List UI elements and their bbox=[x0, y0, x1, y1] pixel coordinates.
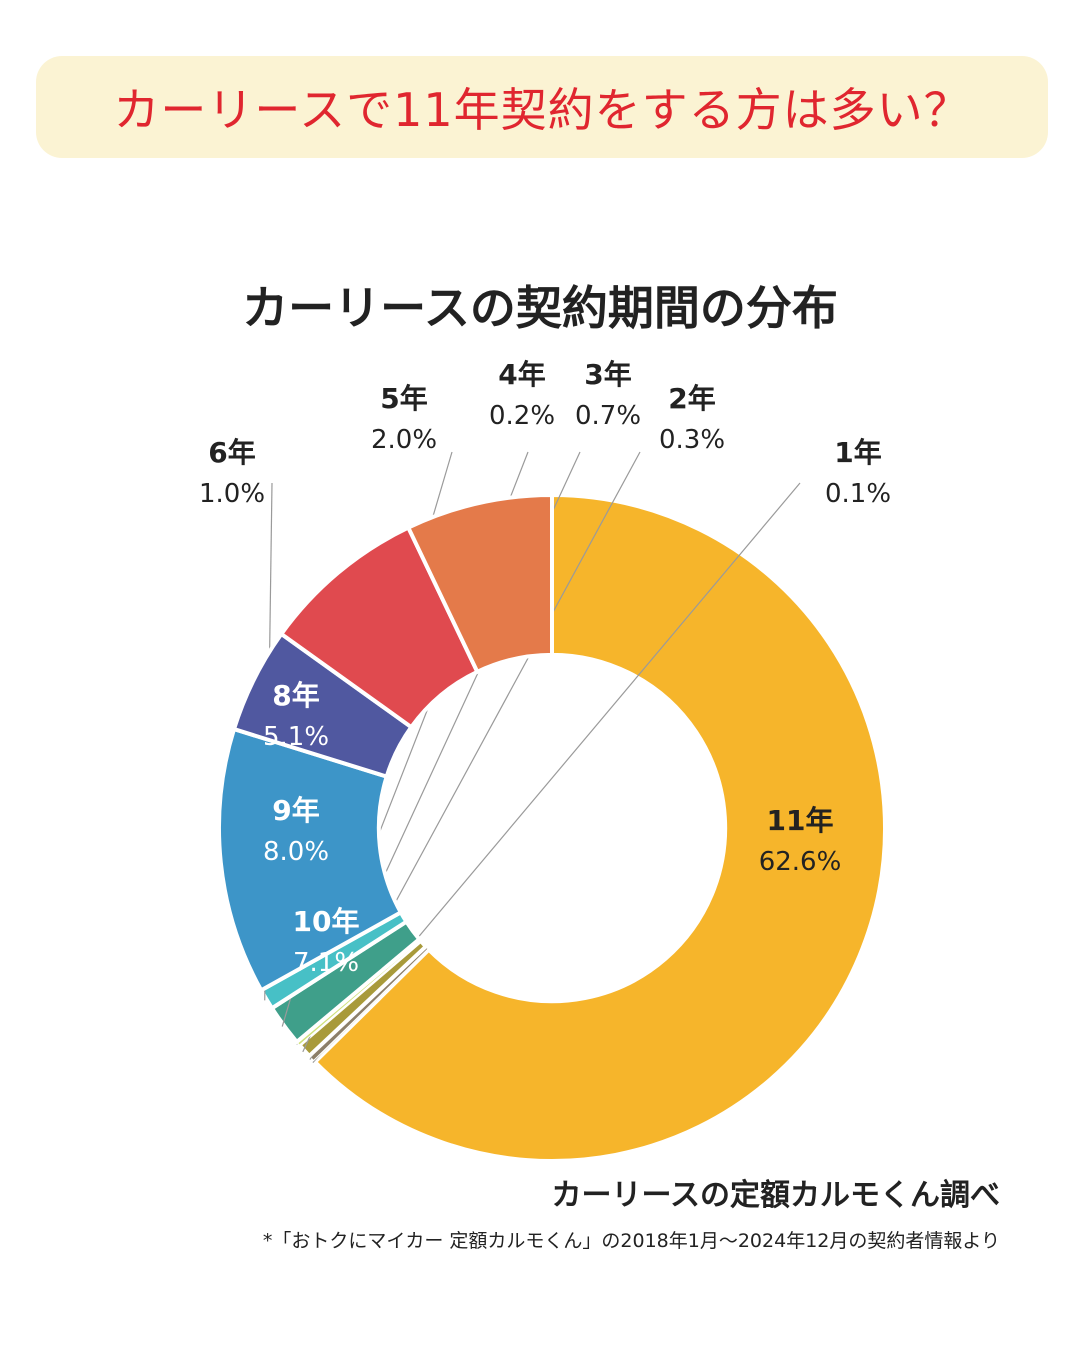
source-credit: カーリースの定額カルモくん調べ bbox=[551, 1178, 1001, 1213]
label-year-y2: 2年 bbox=[668, 382, 715, 415]
slice-y10 bbox=[405, 492, 554, 675]
header-title: カーリースで11年契約をする方は多い？ bbox=[113, 83, 971, 137]
label-year-y11: 11年 bbox=[767, 804, 834, 837]
label-year-y1: 1年 bbox=[834, 436, 881, 469]
slice-y11 bbox=[312, 492, 887, 1163]
label-year-y6: 6年 bbox=[208, 436, 255, 469]
label-pct-y1: 0.1% bbox=[825, 479, 891, 509]
label-pct-y4: 0.2% bbox=[489, 401, 555, 431]
label-pct-y5: 2.0% bbox=[371, 425, 437, 455]
label-pct-y9: 8.0% bbox=[263, 837, 329, 867]
label-pct-y8: 5.1% bbox=[263, 722, 329, 752]
label-year-y4: 4年 bbox=[498, 358, 545, 391]
label-pct-y2: 0.3% bbox=[659, 425, 725, 455]
label-pct-y10: 7.1% bbox=[293, 948, 359, 978]
footnote: *「おトクにマイカー 定額カルモくん」の2018年1月〜2024年12月の契約者… bbox=[262, 1230, 1000, 1252]
label-year-y3: 3年 bbox=[584, 358, 631, 391]
label-pct-y6: 1.0% bbox=[199, 479, 265, 509]
label-year-y10: 10年 bbox=[293, 905, 360, 938]
label-year-y5: 5年 bbox=[380, 382, 427, 415]
slice-y7 bbox=[217, 726, 404, 993]
chart-title: カーリースの契約期間の分布 bbox=[242, 281, 838, 335]
label-year-y9: 9年 bbox=[272, 794, 319, 827]
label-year-y8: 8年 bbox=[272, 679, 319, 712]
label-pct-y11: 62.6% bbox=[759, 847, 842, 877]
header-banner: カーリースで11年契約をする方は多い？ bbox=[36, 56, 1048, 158]
label-pct-y3: 0.7% bbox=[575, 401, 641, 431]
